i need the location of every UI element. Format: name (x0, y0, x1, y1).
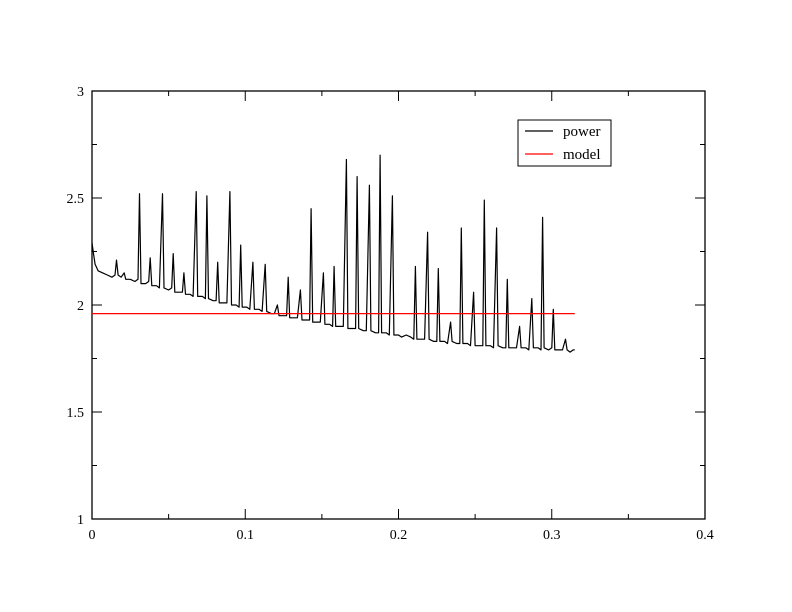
legend: power model (517, 119, 612, 167)
legend-label-model: model (563, 147, 601, 163)
series-line-power (91, 154, 575, 353)
tick-labels: 0 0.1 0.2 0.3 0.4 1 1.5 2 2.5 3 (67, 85, 714, 543)
x-tick-label: 0.2 (390, 528, 408, 543)
y-tick-label: 2.5 (67, 192, 85, 207)
y-tick-label: 1.5 (67, 406, 85, 421)
series-lines (91, 154, 575, 353)
y-tick-label: 1 (77, 513, 84, 528)
legend-label-power: power (563, 124, 601, 140)
x-tick-label: 0.4 (696, 528, 714, 543)
x-tick-label: 0.1 (237, 528, 255, 543)
legend-box (517, 119, 612, 167)
y-tick-label: 3 (77, 85, 84, 100)
x-tick-label: 0 (89, 528, 96, 543)
y-tick-label: 2 (77, 299, 84, 314)
x-tick-label: 0.3 (543, 528, 561, 543)
plot-frame (91, 90, 706, 520)
ticks (91, 90, 706, 520)
